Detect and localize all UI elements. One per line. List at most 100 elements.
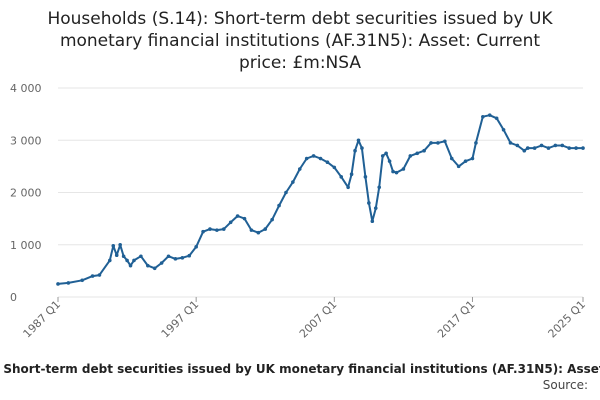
data-point <box>370 219 375 224</box>
x-tick-label: 1997 Q1 <box>159 298 202 341</box>
data-point <box>228 220 233 225</box>
data-point <box>525 146 530 150</box>
data-point <box>318 156 323 161</box>
data-point <box>159 261 164 265</box>
data-point <box>346 185 350 190</box>
data-point <box>408 154 413 158</box>
data-point <box>522 148 527 153</box>
data-point <box>180 256 185 260</box>
y-tick-label: 1 000 <box>10 239 42 252</box>
chart-title-line: price: £m:NSA <box>239 53 361 73</box>
data-point <box>284 190 288 195</box>
data-point <box>187 253 192 258</box>
data-point <box>353 148 357 153</box>
data-point <box>567 146 571 150</box>
chart-title-line: monetary financial institutions (AF.31N5… <box>59 31 541 51</box>
y-tick-label: 2 000 <box>10 187 42 200</box>
data-point <box>146 263 150 268</box>
data-point <box>121 254 126 259</box>
data-point <box>515 143 520 148</box>
data-point <box>581 146 585 150</box>
data-point <box>384 151 388 156</box>
data-point <box>311 154 316 158</box>
y-tick-label: 4 000 <box>10 82 42 95</box>
data-point <box>449 156 454 161</box>
data-point <box>132 258 136 263</box>
data-point <box>481 114 485 119</box>
data-point <box>373 206 378 210</box>
x-tick-label: 2007 Q1 <box>297 298 340 341</box>
data-point <box>194 245 198 249</box>
data-point <box>463 159 468 163</box>
source-label: Source: <box>542 378 588 392</box>
data-point <box>456 164 461 169</box>
data-point <box>494 116 499 121</box>
data-point <box>367 201 371 205</box>
data-point <box>256 230 261 235</box>
data-point <box>66 281 71 285</box>
data-point <box>443 139 447 144</box>
data-point <box>339 175 344 179</box>
data-point <box>574 146 578 150</box>
data-point <box>415 151 420 156</box>
data-point <box>263 227 268 231</box>
data-point <box>277 203 281 208</box>
data-point <box>332 165 337 170</box>
data-point <box>501 128 506 132</box>
data-point <box>349 172 354 177</box>
data-point <box>394 170 399 175</box>
data-point <box>90 274 95 278</box>
data-point <box>470 156 475 161</box>
data-point <box>363 175 368 179</box>
y-axis: 0 1 000 2 000 3 000 4 000 <box>10 82 42 304</box>
data-point <box>422 148 426 153</box>
data-point <box>474 141 478 145</box>
data-point <box>97 273 102 277</box>
data-point <box>56 282 60 286</box>
data-point <box>539 143 544 148</box>
data-point <box>560 143 565 148</box>
x-tick-label: 1987 Q1 <box>21 298 64 341</box>
data-point <box>152 266 157 271</box>
chart-title-line: Households (S.14): Short-term debt secur… <box>47 9 553 29</box>
data-point <box>270 217 274 222</box>
y-tick-label: 3 000 <box>10 134 42 147</box>
data-point <box>80 278 84 283</box>
data-point <box>128 263 133 268</box>
x-tick-label: 2025 Q1 <box>546 298 589 341</box>
y-tick-label: 0 <box>10 291 17 304</box>
data-point <box>546 146 551 150</box>
data-point <box>221 227 226 231</box>
data-point <box>436 141 440 145</box>
data-point <box>208 227 212 231</box>
data-point <box>201 229 205 234</box>
data-point <box>291 180 295 184</box>
data-point <box>429 141 433 145</box>
data-point <box>215 228 219 232</box>
data-point <box>325 160 330 164</box>
chart-title: Households (S.14): Short-term debt secur… <box>0 8 600 74</box>
data-point <box>235 214 240 218</box>
data-point <box>125 258 129 263</box>
data-point <box>166 254 171 259</box>
data-point <box>487 113 492 117</box>
data-point <box>114 253 119 257</box>
data-point <box>304 156 309 161</box>
data-point <box>401 167 406 171</box>
data-point <box>249 228 254 232</box>
data-point <box>242 216 247 221</box>
data-point <box>297 167 302 171</box>
data-point <box>387 159 392 163</box>
data-point <box>173 257 178 261</box>
data-point <box>360 146 364 150</box>
series-layer <box>56 113 585 286</box>
x-axis: 1987 Q1 1997 Q1 2007 Q1 2017 Q1 2025 Q1 <box>21 297 589 341</box>
x-tick-label: 2017 Q1 <box>435 298 478 341</box>
data-point <box>532 146 537 150</box>
data-point <box>139 254 143 259</box>
data-point <box>118 242 122 247</box>
series-caption: Short-term debt securities issued by UK … <box>3 362 600 376</box>
data-point <box>380 154 385 158</box>
data-point <box>377 185 382 190</box>
